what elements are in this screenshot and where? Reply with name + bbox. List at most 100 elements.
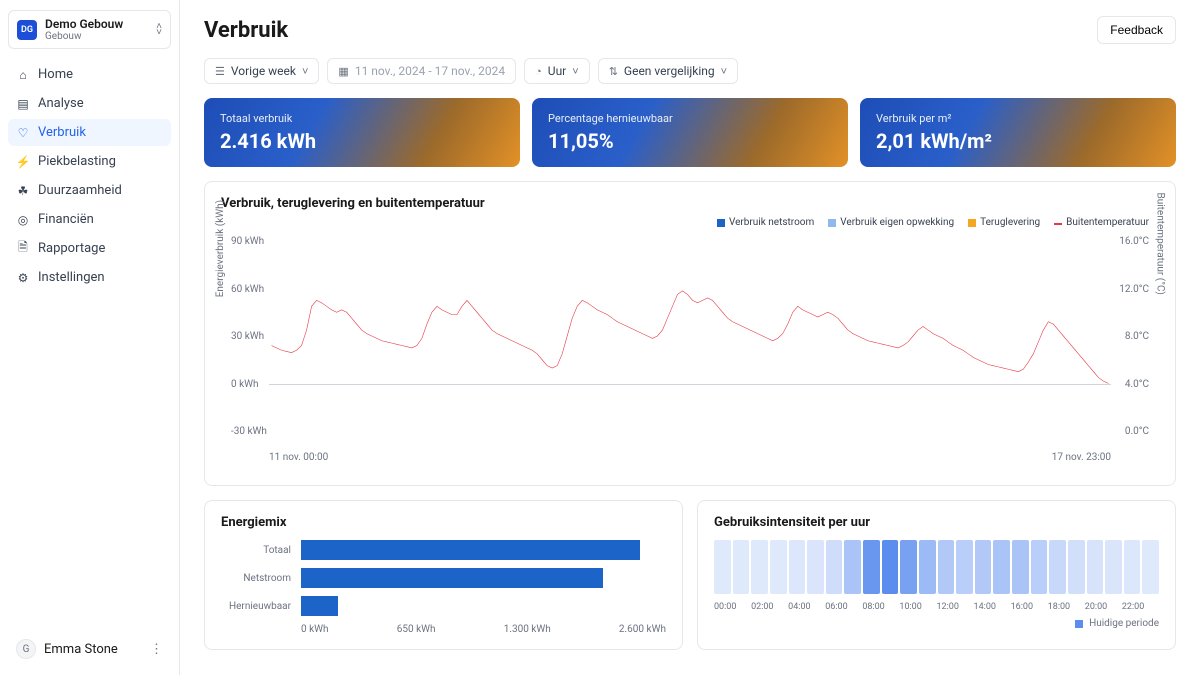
- nav-icon: 🗎: [16, 242, 30, 256]
- heat-cell: [1049, 540, 1066, 594]
- kpi-label: Totaal verbruik: [220, 112, 504, 125]
- user-name: Emma Stone: [44, 642, 118, 657]
- energymix-card: Energiemix TotaalNetstroomHernieuwbaar 0…: [204, 500, 683, 650]
- more-icon[interactable]: ⋮: [150, 642, 163, 657]
- heat-cell: [1087, 540, 1104, 594]
- chevron-down-icon: ˅: [572, 65, 578, 78]
- heat-cell: [900, 540, 917, 594]
- heat-cell: [770, 540, 787, 594]
- nav-item-analyse[interactable]: ▤Analyse: [8, 90, 171, 117]
- period-select[interactable]: ☰ Vorige week ˅: [204, 58, 319, 84]
- intensity-legend: Huidige periode: [714, 618, 1159, 629]
- x-end-label: 17 nov. 23:00: [1052, 452, 1111, 463]
- nav-item-home[interactable]: ⌂Home: [8, 61, 171, 88]
- heat-cell: [844, 540, 861, 594]
- granularity-label: Uur: [548, 64, 566, 78]
- heat-cell: [863, 540, 880, 594]
- nav: ⌂Home▤Analyse ♡ Verbruik ⚡ Piekbelasting ☘Duu…: [8, 61, 171, 291]
- nav-label: Piekbelasting: [38, 154, 116, 169]
- nav-label: Verbruik: [38, 125, 86, 140]
- intensity-title: Gebruiksintensiteit per uur: [714, 515, 1159, 530]
- kpi-label: Percentage hernieuwbaar: [548, 112, 832, 125]
- nav-item-piekbelasting[interactable]: ⚡ Piekbelasting: [8, 148, 171, 175]
- heat-cell: [751, 540, 768, 594]
- nav-label: Rapportage: [38, 241, 105, 256]
- energymix-row: Netstroom: [221, 568, 666, 588]
- legend-temp: Buitentemperatuur: [1066, 217, 1149, 228]
- heat-cell: [919, 540, 936, 594]
- nav-item-duurzaamheid[interactable]: ☘Duurzaamheid: [8, 177, 171, 204]
- nav-label: Analyse: [38, 96, 84, 111]
- intensity-heatmap: [714, 540, 1159, 594]
- nav-icon: ◎: [16, 213, 30, 227]
- energymix-title: Energiemix: [221, 515, 666, 530]
- chevron-updown-icon: ˄˅: [156, 24, 162, 36]
- y-right-label: Buitentemperatuur (°C): [1154, 192, 1165, 294]
- granularity-select[interactable]: ◔ Uur ˅: [524, 58, 590, 84]
- legend-return: Teruglevering: [980, 217, 1040, 228]
- nav-label: Instellingen: [38, 270, 105, 285]
- kpi-card: Verbruik per m² 2,01 kWh/m²: [860, 98, 1176, 167]
- heat-cell: [1142, 540, 1159, 594]
- heat-cell: [714, 540, 731, 594]
- legend-net: Verbruik netstroom: [729, 217, 814, 228]
- chevron-down-icon: ˅: [721, 65, 727, 78]
- y-left-label: Energieverbruik (kWh): [215, 200, 226, 297]
- user-footer: G Emma Stone ⋮: [8, 633, 171, 665]
- intensity-card: Gebruiksintensiteit per uur 00:0002:0004…: [697, 500, 1176, 650]
- heat-cell: [1105, 540, 1122, 594]
- heat-cell: [789, 540, 806, 594]
- building-badge: DG: [17, 20, 37, 40]
- compare-select[interactable]: ⇅ Geen vergelijking ˅: [598, 58, 738, 84]
- period-label: Vorige week: [231, 64, 296, 78]
- x-start-label: 11 nov. 00:00: [269, 452, 328, 463]
- main-chart: Verbruik netstroom Verbruik eigen opwekk…: [221, 221, 1159, 471]
- nav-label: Home: [38, 67, 73, 82]
- heat-cell: [993, 540, 1010, 594]
- heat-cell: [807, 540, 824, 594]
- plot-area: [269, 241, 1111, 431]
- clock-icon: ◔: [535, 65, 542, 78]
- kpi-value: 11,05%: [548, 129, 832, 153]
- hbar-label: Hernieuwbaar: [221, 601, 291, 612]
- heat-cell: [1012, 540, 1029, 594]
- main-chart-title: Verbruik, teruglevering en buitentempera…: [221, 196, 1159, 211]
- heat-cell: [1031, 540, 1048, 594]
- heat-cell: [733, 540, 750, 594]
- heat-cell: [1124, 540, 1141, 594]
- compare-icon: ⇅: [609, 65, 618, 78]
- calendar-icon: ▦: [338, 65, 348, 78]
- building-selector[interactable]: DG Demo Gebouw Gebouw ˄˅: [8, 10, 171, 49]
- nav-item-verbruik[interactable]: ♡ Verbruik: [8, 119, 171, 146]
- nav-item-instellingen[interactable]: ⚙ Instellingen: [8, 264, 171, 291]
- hbar-label: Netstroom: [221, 573, 291, 584]
- legend-own: Verbruik eigen opwekking: [840, 217, 954, 228]
- kpi-value: 2,01 kWh/m²: [876, 129, 1160, 153]
- sidebar: DG Demo Gebouw Gebouw ˄˅ ⌂Home▤Analyse ♡ V…: [0, 0, 180, 675]
- chart-legend: Verbruik netstroom Verbruik eigen opwekk…: [717, 217, 1149, 228]
- main: Verbruik Feedback ☰ Vorige week ˅ ▦ 11 n…: [180, 0, 1200, 675]
- nav-icon: ⚙: [16, 271, 30, 285]
- nav-icon: ♡: [16, 126, 30, 140]
- date-range-label: 11 nov., 2024 - 17 nov., 2024: [355, 64, 505, 78]
- building-type: Gebouw: [45, 31, 148, 42]
- kpi-row: Totaal verbruik2.416 kWhPercentage herni…: [204, 98, 1176, 167]
- main-chart-card: Verbruik, teruglevering en buitentempera…: [204, 181, 1176, 486]
- date-range[interactable]: ▦ 11 nov., 2024 - 17 nov., 2024: [327, 58, 516, 84]
- avatar[interactable]: G: [16, 639, 36, 659]
- nav-icon: ⚡: [16, 155, 30, 169]
- nav-item-rapportage[interactable]: 🗎 Rapportage: [8, 235, 171, 262]
- heat-cell: [975, 540, 992, 594]
- intensity-legend-label: Huidige periode: [1089, 618, 1159, 629]
- kpi-card: Percentage hernieuwbaar 11,05%: [532, 98, 848, 167]
- kpi-label: Verbruik per m²: [876, 112, 1160, 125]
- energymix-row: Totaal: [221, 540, 666, 560]
- nav-item-financiën[interactable]: ◎Financiën: [8, 206, 171, 233]
- feedback-button[interactable]: Feedback: [1097, 16, 1176, 44]
- heat-cell: [938, 540, 955, 594]
- kpi-card: Totaal verbruik2.416 kWh: [204, 98, 520, 167]
- nav-icon: ☘: [16, 184, 30, 198]
- page-title: Verbruik: [204, 18, 288, 43]
- heat-cell: [956, 540, 973, 594]
- hbar-label: Totaal: [221, 545, 291, 556]
